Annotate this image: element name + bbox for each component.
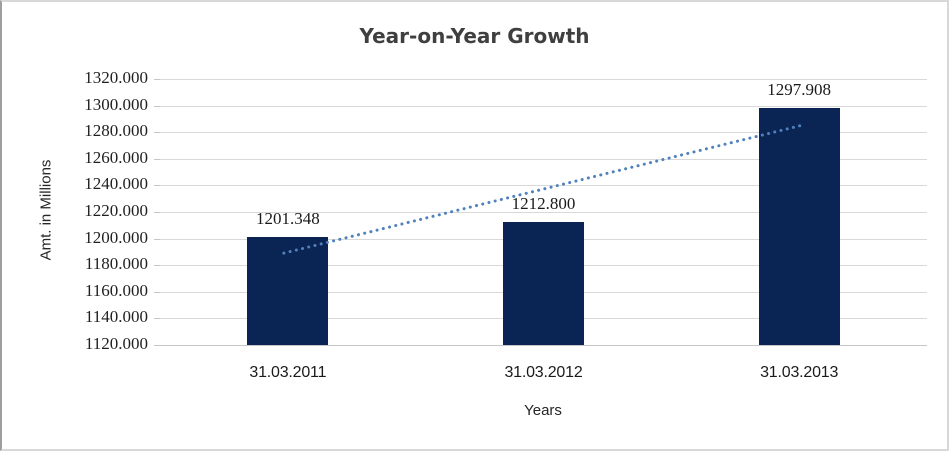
x-axis-tick-label: 31.03.2012 — [504, 364, 583, 381]
y-axis-tick-label: 1280.000 — [84, 121, 148, 141]
y-axis-tick-label: 1140.000 — [84, 307, 148, 327]
y-axis-tick-label: 1300.000 — [84, 94, 148, 114]
bar — [503, 221, 584, 345]
bar-value-label: 1212.800 — [511, 193, 576, 213]
y-axis-tick-label: 1220.000 — [84, 201, 148, 220]
y-axis-tick-mark — [154, 185, 160, 187]
y-axis-tick-mark — [154, 212, 160, 213]
x-axis-line — [160, 345, 927, 346]
y-axis-tick-mark — [154, 158, 160, 160]
y-axis-tick-mark — [154, 132, 160, 134]
x-axis-title: Years — [524, 402, 562, 419]
y-axis-tick-mark — [154, 265, 160, 267]
trendline — [282, 123, 806, 255]
y-axis-tick-label: 1180.000 — [84, 254, 148, 274]
gridline — [160, 158, 927, 160]
y-axis-tick-label: 1200.000 — [84, 227, 148, 247]
y-axis-tick-label: 1320.000 — [84, 68, 148, 87]
bar-value-label: 1201.348 — [255, 208, 320, 228]
bar-value-label: 1297.908 — [767, 80, 832, 100]
gridline — [160, 185, 927, 187]
plot-area — [160, 79, 927, 346]
y-axis-tick-label: 1260.000 — [84, 147, 148, 167]
gridline — [160, 212, 927, 213]
y-axis-tick-mark — [154, 238, 160, 240]
y-axis-tick-mark — [154, 345, 160, 346]
y-axis-tick-label: 1160.000 — [84, 280, 148, 300]
x-axis-tick-label: 31.03.2011 — [249, 364, 327, 381]
y-axis-tick-label: 1240.000 — [84, 174, 148, 194]
gridline — [160, 79, 927, 80]
bar — [247, 236, 329, 345]
gridline — [160, 105, 927, 107]
y-axis-tick-label: 1120.000 — [84, 334, 148, 353]
y-axis-tick-mark — [154, 318, 160, 320]
gridline — [160, 132, 927, 134]
bar — [758, 108, 840, 345]
y-axis-tick-mark — [154, 291, 160, 293]
y-axis-tick-mark — [154, 105, 160, 107]
x-axis-tick-label: 31.03.2013 — [760, 364, 839, 381]
y-axis-title: Amt. in Millions — [37, 159, 55, 261]
y-axis-tick-mark — [154, 79, 160, 80]
chart-title: Year-on-Year Growth — [359, 24, 590, 48]
